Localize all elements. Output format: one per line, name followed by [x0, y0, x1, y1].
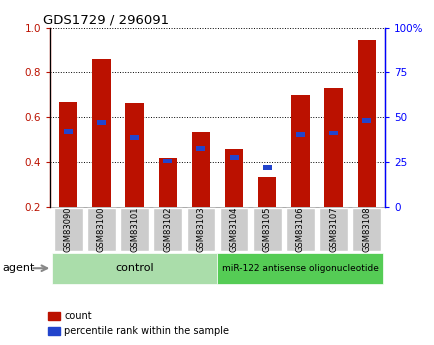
Bar [158, 158, 177, 207]
Bar [120, 208, 148, 251]
Text: GSM83100: GSM83100 [97, 207, 106, 252]
Bar [196, 146, 205, 151]
Bar [125, 103, 143, 207]
Bar [324, 88, 342, 207]
Text: GSM83101: GSM83101 [130, 207, 139, 252]
Text: GSM83106: GSM83106 [295, 207, 304, 252]
Bar [262, 165, 271, 170]
Legend: count, percentile rank within the sample: count, percentile rank within the sample [44, 307, 233, 340]
Bar [357, 40, 375, 207]
Bar [219, 208, 248, 251]
Text: GSM83102: GSM83102 [163, 207, 172, 252]
Bar [186, 208, 215, 251]
Bar [253, 208, 281, 251]
Bar [319, 208, 347, 251]
Text: miR-122 antisense oligonucleotide: miR-122 antisense oligonucleotide [221, 264, 378, 273]
Bar [54, 208, 82, 251]
Bar [130, 135, 139, 140]
Bar [224, 149, 243, 207]
Text: agent: agent [2, 264, 34, 273]
Bar [59, 101, 77, 207]
Bar [191, 132, 210, 207]
Text: GSM83108: GSM83108 [362, 207, 370, 252]
Bar [257, 177, 276, 207]
Bar [52, 253, 217, 284]
Bar [92, 59, 110, 207]
Bar [217, 253, 382, 284]
Text: GSM83104: GSM83104 [229, 207, 238, 252]
Text: GSM83107: GSM83107 [328, 207, 337, 252]
Bar [87, 208, 115, 251]
Bar [328, 130, 337, 136]
Text: GSM83105: GSM83105 [262, 207, 271, 252]
Bar [295, 132, 304, 137]
Bar [229, 155, 238, 160]
Bar [63, 129, 72, 134]
Bar [286, 208, 314, 251]
Bar [352, 208, 380, 251]
Text: GDS1729 / 296091: GDS1729 / 296091 [43, 13, 169, 27]
Bar [153, 208, 181, 251]
Bar [362, 118, 371, 123]
Bar [163, 159, 172, 164]
Text: GSM83103: GSM83103 [196, 207, 205, 252]
Bar [291, 95, 309, 207]
Text: GSM83090: GSM83090 [64, 207, 72, 252]
Bar [97, 120, 106, 125]
Text: control: control [115, 263, 154, 273]
